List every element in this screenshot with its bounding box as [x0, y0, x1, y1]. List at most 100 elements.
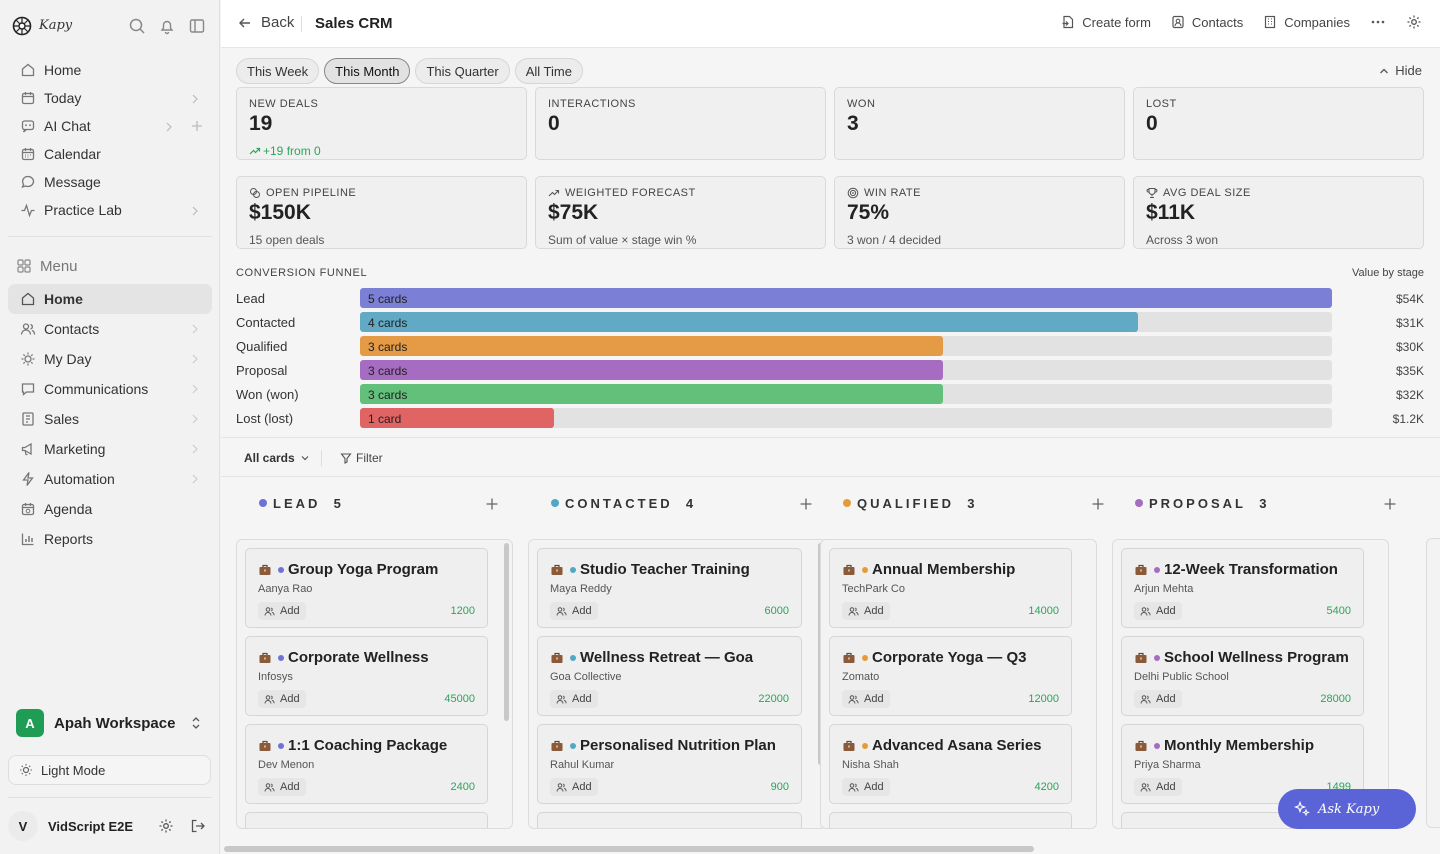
sidebar-item-communications[interactable]: Communications	[8, 374, 212, 404]
column-title: PROPOSAL 3	[1149, 496, 1269, 511]
sidebar-item-automation[interactable]: Automation	[8, 464, 212, 494]
deal-card[interactable]: 12-Week Transformation Arjun Mehta Add 5400	[1121, 548, 1364, 628]
add-assignee-button[interactable]: Add	[1134, 602, 1182, 620]
column-name: CONTACTED	[565, 496, 673, 511]
sidebar-item-menu-home[interactable]: Home	[8, 284, 212, 314]
column-count: 3	[967, 496, 978, 511]
add-assignee-button[interactable]: Add	[1134, 778, 1182, 796]
ask-kapy-button[interactable]: Ask Kapy	[1278, 789, 1416, 829]
sidebar-item-practice-lab[interactable]: Practice Lab	[8, 196, 212, 224]
grid-icon	[16, 258, 32, 274]
add-assignee-button[interactable]: Add	[258, 602, 306, 620]
funnel-stage-label: Proposal	[236, 363, 288, 378]
deal-card[interactable]: School Wellness Program Delhi Public Scho…	[1121, 636, 1364, 716]
add-assignee-button[interactable]: Add	[1134, 690, 1182, 708]
add-label: Add	[572, 693, 592, 705]
create-form-button[interactable]: Create form	[1061, 15, 1151, 30]
add-assignee-button[interactable]: Add	[550, 778, 598, 796]
sidebar-item-contacts[interactable]: Contacts	[8, 314, 212, 344]
deal-card[interactable]: Corporate Yoga — Q3 Zomato Add 12000	[829, 636, 1072, 716]
hide-button[interactable]: Hide	[1378, 63, 1422, 78]
deal-card[interactable]: Personalised Nutrition Plan Rahul Kumar Ad…	[537, 724, 802, 804]
sidebar-toggle-icon[interactable]	[188, 17, 206, 35]
deal-card[interactable]: Group Yoga Program Aanya Rao Add 1200	[245, 548, 488, 628]
deal-card[interactable]	[537, 812, 802, 828]
sidebar-item-home[interactable]: Home	[8, 56, 212, 84]
deal-title: Corporate Yoga — Q3	[872, 649, 1027, 666]
bell-icon[interactable]	[158, 17, 176, 35]
sidebar-item-calendar[interactable]: Calendar	[8, 140, 212, 168]
deal-card[interactable]	[829, 812, 1072, 828]
funnel-count: 3 cards	[368, 340, 408, 354]
chevron-right-icon	[190, 442, 200, 454]
workspace-avatar: A	[16, 709, 44, 737]
sidebar-item-reports[interactable]: Reports	[8, 524, 212, 554]
add-assignee-button[interactable]: Add	[550, 602, 598, 620]
sidebar-item-today[interactable]: Today	[8, 84, 212, 112]
horizontal-scrollbar[interactable]	[224, 846, 1034, 852]
sidebar-item-my-day[interactable]: My Day	[8, 344, 212, 374]
chevron-right-icon	[190, 352, 200, 364]
stage-dot	[259, 499, 267, 507]
add-card-icon[interactable]	[1383, 497, 1397, 525]
light-mode-toggle[interactable]: Light Mode	[8, 755, 211, 785]
add-card-icon[interactable]	[799, 497, 813, 525]
sidebar-item-ai-chat[interactable]: AI Chat	[8, 112, 212, 140]
more-icon[interactable]	[1370, 14, 1386, 30]
column-scrollbar[interactable]	[504, 543, 509, 721]
avatar[interactable]: V	[8, 811, 38, 841]
tab-this-week[interactable]: This Week	[236, 58, 320, 84]
companies-button[interactable]: Companies	[1263, 15, 1350, 30]
sidebar-item-marketing[interactable]: Marketing	[8, 434, 212, 464]
deal-card[interactable]: 1:1 Coaching Package Dev Menon Add 2400	[245, 724, 488, 804]
sidebar-item-label: Today	[44, 90, 82, 106]
gear-icon[interactable]	[1406, 14, 1422, 30]
funnel-count: 4 cards	[368, 316, 408, 330]
funnel-row: Contacted 4 cards $31K	[236, 312, 1424, 332]
add-assignee-button[interactable]: Add	[550, 690, 598, 708]
contacts-button[interactable]: Contacts	[1171, 15, 1243, 30]
stat-lost: LOST 0	[1133, 87, 1424, 160]
tab-all-time[interactable]: All Time	[514, 58, 583, 84]
deal-card[interactable]: Annual Membership TechPark Co Add 14000	[829, 548, 1072, 628]
deal-card[interactable]: Studio Teacher Training Maya Reddy Add 6000	[537, 548, 802, 628]
sidebar-item-message[interactable]: Message	[8, 168, 212, 196]
funnel-bar-fill	[360, 408, 555, 428]
stage-dot	[1154, 655, 1160, 661]
sidebar-item-label: Home	[44, 291, 83, 307]
add-card-icon[interactable]	[485, 497, 499, 525]
deal-card[interactable]	[245, 812, 488, 828]
add-assignee-button[interactable]: Add	[258, 778, 306, 796]
add-assignee-button[interactable]: Add	[842, 602, 890, 620]
search-icon[interactable]	[128, 17, 146, 35]
sidebar-item-sales[interactable]: Sales	[8, 404, 212, 434]
all-cards-dropdown[interactable]: All cards	[244, 451, 310, 465]
stage-dot	[570, 655, 576, 661]
tab-this-quarter[interactable]: This Quarter	[415, 58, 510, 84]
add-assignee-button[interactable]: Add	[842, 778, 890, 796]
header-divider	[301, 16, 302, 32]
deal-card[interactable]: Corporate Wellness Infosys Add 45000	[245, 636, 488, 716]
deal-card[interactable]: Wellness Retreat — Goa Goa Collective Add 2…	[537, 636, 802, 716]
stat-label-text: AVG DEAL SIZE	[1163, 187, 1251, 199]
logout-icon[interactable]	[190, 818, 206, 834]
deal-card[interactable]: Advanced Asana Series Nisha Shah Add 4200	[829, 724, 1072, 804]
filter-button[interactable]: Filter	[340, 451, 383, 465]
add-assignee-button[interactable]: Add	[258, 690, 306, 708]
workspace-switcher[interactable]: A Apah Workspace	[16, 708, 208, 738]
add-chat-icon[interactable]	[190, 119, 204, 133]
tab-this-month[interactable]: This Month	[324, 58, 411, 84]
column-count: 3	[1259, 496, 1270, 511]
column-title: LEAD 5	[273, 496, 344, 511]
sidebar-item-agenda[interactable]: Agenda	[8, 494, 212, 524]
add-label: Add	[864, 781, 884, 793]
stat-value: 75%	[847, 201, 890, 224]
add-assignee-button[interactable]: Add	[842, 690, 890, 708]
stat-interactions: INTERACTIONS 0	[535, 87, 826, 160]
stat-trend: +19 from 0	[249, 144, 321, 158]
add-card-icon[interactable]	[1091, 497, 1105, 525]
back-button[interactable]: Back	[237, 14, 294, 31]
menu-header[interactable]: Menu	[16, 256, 78, 276]
contact-card-icon	[1171, 15, 1185, 29]
gear-icon[interactable]	[158, 818, 174, 834]
